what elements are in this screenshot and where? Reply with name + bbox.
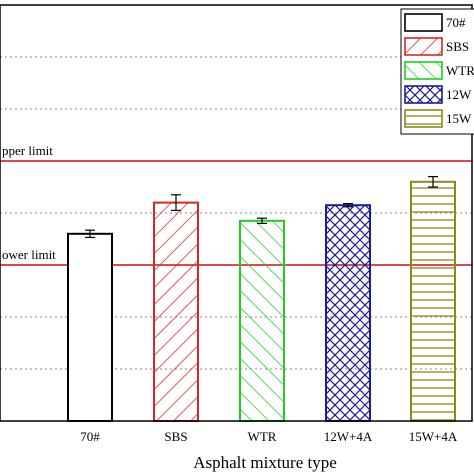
- legend-swatch: [404, 61, 443, 80]
- legend-label: SBS: [446, 39, 469, 54]
- legend-swatch: [404, 109, 443, 128]
- bars: [67, 180, 456, 422]
- error-bar: [343, 203, 353, 208]
- bar: [410, 180, 456, 422]
- legend-label: WTR: [446, 63, 474, 78]
- x-axis-label: Asphalt mixture type: [193, 453, 337, 472]
- reference-line-label: ower limit: [2, 247, 56, 262]
- x-tick-labels: 70# SBS WTR 12W+4A 15W+4A: [80, 429, 458, 444]
- error-bar: [85, 229, 95, 239]
- error-bar: [428, 176, 438, 188]
- bar: [239, 219, 285, 422]
- x-tick-label: 12W+4A: [324, 429, 373, 444]
- plot-frame: [0, 4, 473, 422]
- legend-label: 12W: [446, 87, 472, 102]
- legend-swatch: [404, 37, 443, 56]
- bar: [153, 201, 199, 422]
- error-bar: [171, 194, 181, 211]
- legend-label: 70#: [446, 15, 466, 30]
- reference-line-label: pper limit: [2, 143, 53, 158]
- error-bars: [85, 176, 438, 239]
- legend-swatch: [404, 85, 443, 104]
- x-tick-label: 70#: [80, 429, 100, 444]
- legend-swatch: [404, 13, 443, 32]
- bar: [67, 232, 113, 422]
- x-tick-label: WTR: [248, 429, 277, 444]
- x-tick-label: SBS: [164, 429, 187, 444]
- legend-label: 15W: [446, 111, 472, 126]
- x-tick-label: 15W+4A: [409, 429, 458, 444]
- legend: 70# SBS WTR 12W 15W: [400, 8, 474, 135]
- error-bar: [257, 217, 267, 224]
- bar: [325, 204, 371, 422]
